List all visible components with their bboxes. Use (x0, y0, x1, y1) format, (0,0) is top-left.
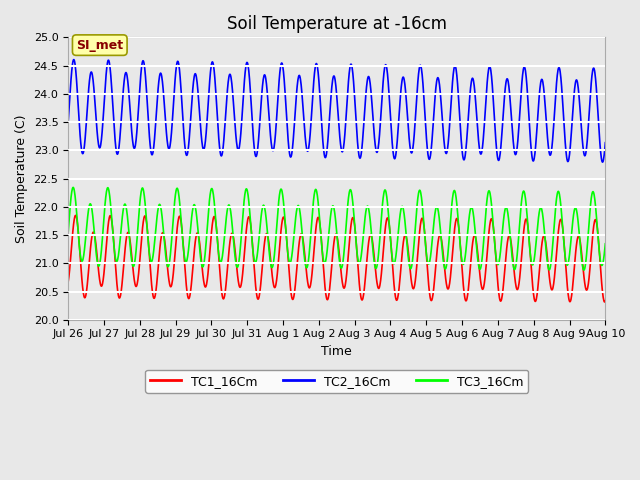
TC1_16Cm (531, 297, 538, 303)
TC1_16Cm (268, 273, 276, 279)
TC3_16Cm (161, 245, 169, 251)
TC1_16Cm (471, 232, 479, 238)
Legend: TC1_16Cm, TC2_16Cm, TC3_16Cm: TC1_16Cm, TC2_16Cm, TC3_16Cm (145, 370, 529, 393)
TC3_16Cm (531, 254, 538, 260)
TC3_16Cm (69, 184, 77, 190)
Text: SI_met: SI_met (76, 38, 124, 52)
TC1_16Cm (72, 213, 79, 218)
TC2_16Cm (161, 110, 169, 116)
TC3_16Cm (471, 226, 479, 232)
TC1_16Cm (161, 240, 169, 246)
TC3_16Cm (268, 264, 276, 270)
Title: Soil Temperature at -16cm: Soil Temperature at -16cm (227, 15, 447, 33)
TC2_16Cm (64, 120, 72, 125)
TC1_16Cm (172, 250, 179, 256)
TC2_16Cm (70, 57, 78, 62)
TC3_16Cm (602, 241, 609, 247)
X-axis label: Time: Time (321, 345, 352, 358)
TC2_16Cm (602, 140, 609, 145)
TC2_16Cm (268, 146, 276, 152)
Y-axis label: Soil Temperature (C): Soil Temperature (C) (15, 114, 28, 243)
TC2_16Cm (531, 154, 538, 159)
TC3_16Cm (64, 230, 72, 236)
TC1_16Cm (601, 299, 609, 305)
TC3_16Cm (580, 267, 588, 273)
TC3_16Cm (220, 244, 227, 250)
TC3_16Cm (172, 194, 179, 200)
Line: TC3_16Cm: TC3_16Cm (68, 187, 605, 270)
TC1_16Cm (64, 279, 72, 285)
Line: TC1_16Cm: TC1_16Cm (68, 216, 605, 302)
TC2_16Cm (172, 77, 179, 83)
TC1_16Cm (220, 296, 227, 302)
TC2_16Cm (220, 141, 227, 147)
TC1_16Cm (602, 298, 609, 304)
TC2_16Cm (471, 90, 479, 96)
Line: TC2_16Cm: TC2_16Cm (68, 60, 605, 162)
TC2_16Cm (598, 159, 606, 165)
